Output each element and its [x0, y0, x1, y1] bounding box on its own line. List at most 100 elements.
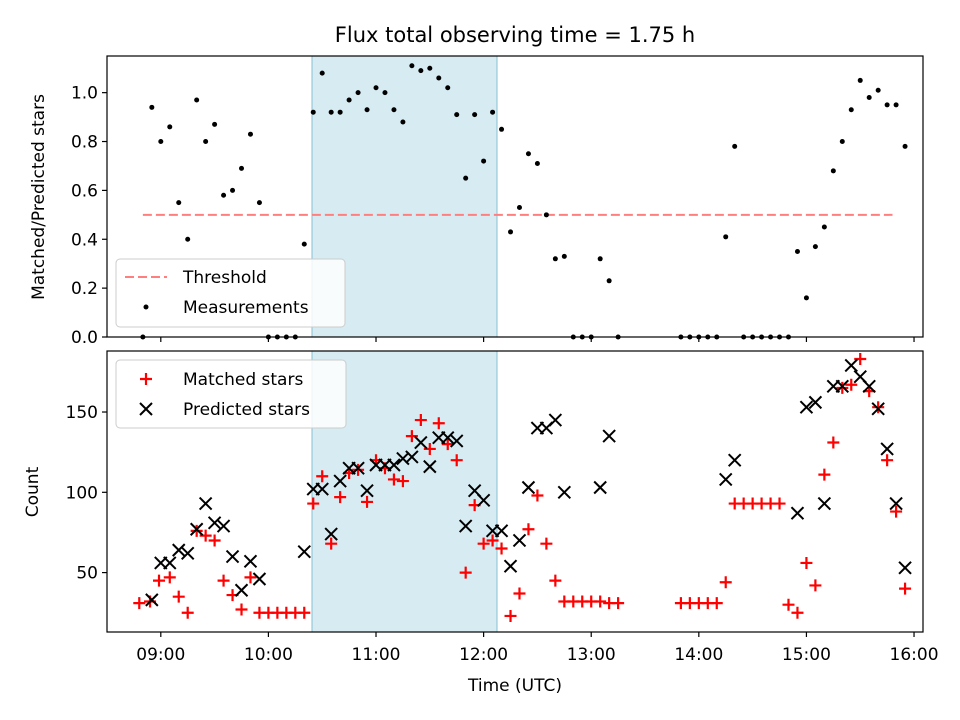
top-x-ticks	[160, 337, 915, 342]
matched-point	[244, 571, 257, 584]
predicted-point	[503, 559, 518, 573]
measurement-point	[848, 107, 854, 113]
matched-point	[612, 597, 625, 610]
x-tick-label: 14:00	[674, 645, 723, 665]
y-tick-label: 1.0	[71, 84, 98, 104]
matched-point	[818, 468, 831, 481]
matched-point	[791, 606, 804, 619]
matched-point	[836, 381, 849, 394]
measurement-point	[256, 200, 262, 206]
matched-point	[809, 579, 822, 592]
predicted-point	[548, 413, 563, 427]
predicted-point	[252, 572, 267, 586]
matched-point	[199, 529, 212, 542]
matched-point	[334, 491, 347, 504]
top-legend: Threshold Measurements	[115, 258, 346, 328]
matched-point	[208, 534, 221, 547]
matched-point	[845, 378, 858, 391]
measurement-point	[337, 109, 343, 115]
predicted-point	[880, 442, 894, 456]
measurement-point	[400, 119, 406, 125]
measurement-point	[247, 131, 253, 137]
measurement-point	[499, 126, 505, 132]
x-tick-label: 13:00	[567, 645, 616, 665]
matched-point	[522, 523, 535, 536]
matched-point	[361, 495, 374, 508]
measurement-point	[534, 161, 540, 167]
measurement-point	[409, 63, 415, 69]
top-plot-frame	[106, 55, 924, 338]
measurement-point	[346, 97, 352, 103]
predicted-point	[898, 561, 912, 575]
predicted-point	[817, 496, 832, 511]
measurement-point	[364, 107, 370, 113]
predicted-point	[593, 480, 607, 495]
measurement-point	[149, 104, 155, 110]
measurement-point	[490, 109, 496, 115]
legend-predicted-label: Predicted stars	[183, 400, 310, 420]
matched-point	[181, 606, 194, 619]
x-tick-label: 10:00	[244, 645, 293, 665]
measurement-point	[543, 212, 549, 218]
x-tick-label: 15:00	[782, 645, 831, 665]
predicted-point	[423, 459, 437, 474]
legend-matched-label: Matched stars	[183, 370, 303, 390]
matched-point	[719, 576, 732, 589]
matched-point	[441, 438, 454, 451]
predicted-point	[315, 482, 329, 496]
predicted-point	[844, 358, 858, 373]
matched-point	[890, 505, 903, 518]
measurement-point	[221, 192, 227, 198]
measurement-point	[472, 112, 478, 118]
predicted-point	[871, 402, 885, 416]
matched-point	[477, 537, 490, 550]
predicted-point	[889, 496, 903, 511]
measurement-point	[239, 165, 245, 171]
measurement-point	[821, 224, 827, 230]
x-tick-label: 12:00	[459, 645, 508, 665]
legend-threshold-label: Threshold	[182, 268, 267, 288]
y-tick-label: 150	[66, 403, 98, 423]
matched-point	[504, 609, 517, 622]
bottom-y-label: Count	[23, 466, 43, 517]
predicted-point	[414, 435, 428, 450]
predicted-point	[602, 429, 616, 443]
predicted-point	[163, 556, 177, 570]
measurement-point	[203, 139, 209, 145]
predicted-point	[557, 485, 572, 500]
measurement-point	[167, 124, 173, 130]
predicted-point	[333, 474, 347, 488]
matched-points	[133, 353, 912, 622]
legend-measurements-label: Measurements	[183, 298, 309, 318]
x-tick-label: 11:00	[352, 645, 401, 665]
predicted-point	[297, 545, 311, 559]
predicted-point	[790, 506, 805, 520]
measurement-point	[866, 95, 872, 101]
measurement-point	[194, 97, 200, 103]
bottom-x-axis: 09:00 10:00 11:00 12:00 13:00 14:00 15:00 16:00	[136, 632, 939, 665]
y-tick-label: 0.2	[71, 279, 98, 299]
predicted-point	[476, 493, 491, 508]
measurement-point	[857, 77, 863, 83]
measurement-point	[481, 158, 487, 164]
matched-point	[531, 489, 544, 502]
measurement-point	[176, 200, 182, 206]
bottom-legend: Matched stars Predicted stars	[115, 359, 347, 429]
matched-point	[782, 598, 795, 611]
matched-point	[899, 582, 912, 595]
measurement-point	[355, 90, 361, 96]
measurement-point	[391, 107, 397, 113]
y-tick-label: 0.6	[71, 181, 98, 201]
measurement-point	[723, 234, 729, 240]
measurement-point	[185, 236, 191, 242]
matched-point	[217, 574, 230, 587]
y-tick-label: 50	[76, 564, 98, 584]
predicted-point	[521, 480, 536, 495]
matched-point	[163, 571, 176, 584]
predicted-point	[234, 583, 249, 597]
matched-point	[325, 537, 338, 550]
predicted-point	[835, 379, 850, 394]
matched-point	[307, 497, 320, 510]
measurement-point	[830, 168, 836, 174]
matched-point	[387, 473, 400, 486]
